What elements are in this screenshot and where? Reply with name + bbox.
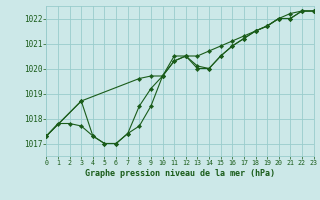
X-axis label: Graphe pression niveau de la mer (hPa): Graphe pression niveau de la mer (hPa) <box>85 169 275 178</box>
